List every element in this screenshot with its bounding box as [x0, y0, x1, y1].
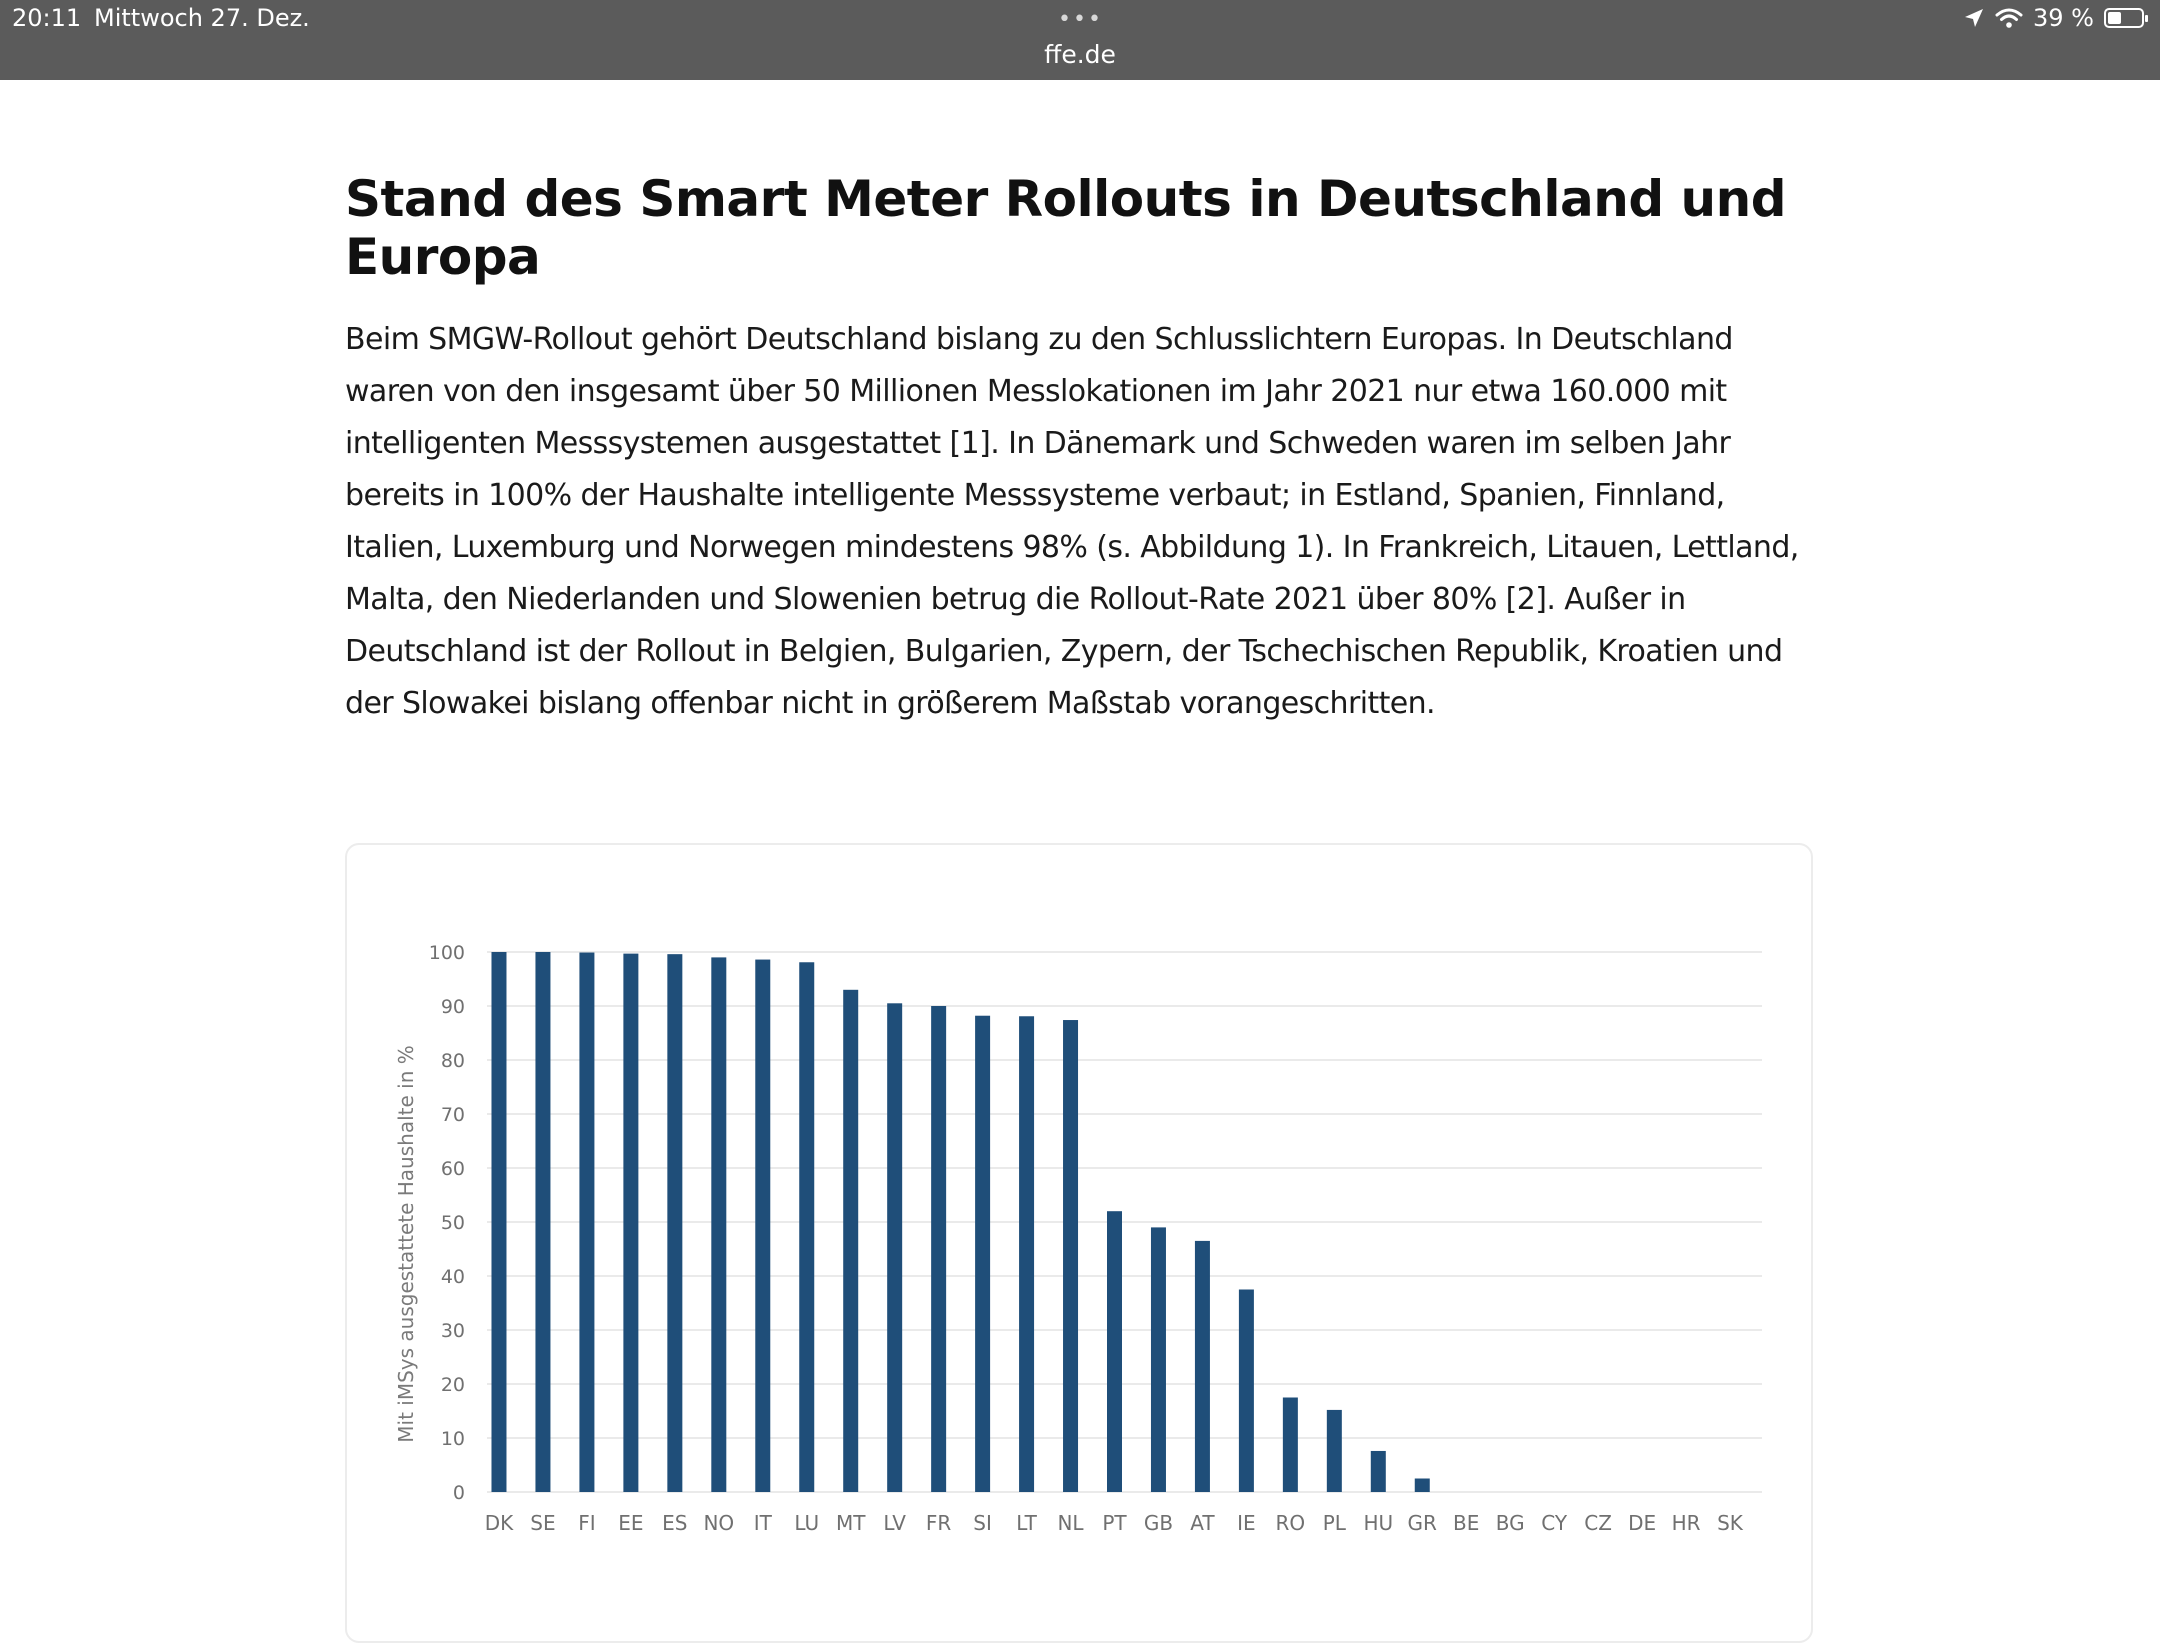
status-time: 20:11 — [12, 4, 82, 32]
wifi-icon — [1995, 8, 2023, 28]
y-tick-label: 0 — [453, 1482, 465, 1504]
x-tick-label: BG — [1496, 1511, 1525, 1535]
bar-no — [711, 957, 727, 1492]
x-tick-label: RO — [1276, 1511, 1306, 1535]
x-tick-label: AT — [1190, 1511, 1215, 1535]
status-indicators: 39 % — [1963, 4, 2148, 32]
status-bar: 20:11 Mittwoch 27. Dez. ••• ffe.de 39 % — [0, 0, 2160, 80]
x-tick-label: CY — [1541, 1511, 1568, 1535]
y-tick-label: 100 — [429, 942, 465, 964]
x-tick-label: LU — [794, 1511, 819, 1535]
bar-pl — [1326, 1409, 1342, 1492]
bar-si — [975, 1015, 991, 1492]
x-tick-label: SK — [1717, 1511, 1744, 1535]
bar-lu — [799, 962, 815, 1492]
y-tick-label: 90 — [441, 996, 465, 1018]
bar-fr — [931, 1006, 947, 1492]
x-tick-label: NO — [703, 1511, 734, 1535]
x-tick-label: IE — [1237, 1511, 1256, 1535]
y-axis-title: Mit iMSys ausgestattete Haushalte in % — [394, 1045, 418, 1442]
x-tick-label: ES — [662, 1511, 687, 1535]
bar-nl — [1063, 1020, 1079, 1492]
url-bar[interactable]: ffe.de — [1044, 40, 1116, 69]
x-tick-label: GR — [1408, 1511, 1437, 1535]
more-dots-icon[interactable]: ••• — [1058, 7, 1103, 32]
x-tick-label: LV — [883, 1511, 906, 1535]
article: Stand des Smart Meter Rollouts in Deutsc… — [345, 170, 1815, 760]
bar-ie — [1238, 1289, 1254, 1492]
y-tick-label: 60 — [441, 1158, 465, 1180]
y-tick-label: 80 — [441, 1050, 465, 1072]
y-tick-label: 30 — [441, 1320, 465, 1342]
bar-lv — [887, 1003, 903, 1492]
x-tick-label: FR — [926, 1511, 952, 1535]
location-arrow-icon — [1965, 9, 1984, 27]
y-tick-label: 70 — [441, 1104, 465, 1126]
x-tick-label: CZ — [1584, 1511, 1612, 1535]
y-tick-label: 20 — [441, 1374, 465, 1396]
x-tick-label: EE — [618, 1511, 643, 1535]
bar-ee — [623, 953, 639, 1492]
chart-card: 0 10 20 30 40 50 60 70 80 90 100 Mit iMSys ausgesta… — [345, 843, 1813, 1643]
status-date: Mittwoch 27. Dez. — [94, 4, 310, 32]
x-tick-label: HU — [1363, 1511, 1393, 1535]
x-tick-label: PL — [1323, 1511, 1347, 1535]
x-tick-label: NL — [1057, 1511, 1084, 1535]
y-tick-label: 10 — [441, 1428, 465, 1450]
article-title: Stand des Smart Meter Rollouts in Deutsc… — [345, 170, 1787, 286]
x-tick-label: LT — [1016, 1511, 1037, 1535]
bar-pt — [1107, 1211, 1122, 1492]
bar-se — [535, 952, 551, 1492]
battery-percent: 39 % — [2033, 4, 2094, 32]
y-tick-label: 50 — [441, 1212, 465, 1234]
bar-gb — [1150, 1227, 1166, 1492]
x-tick-label: SI — [973, 1511, 992, 1535]
x-tick-label: BE — [1453, 1511, 1479, 1535]
bar-hu — [1370, 1450, 1386, 1492]
bar-at — [1194, 1240, 1210, 1492]
x-tick-label: DK — [485, 1511, 514, 1535]
bar-chart: 0 10 20 30 40 50 60 70 80 90 100 Mit iMSys ausgesta… — [394, 942, 1762, 1535]
article-paragraph: Beim SMGW-Rollout gehört Deutschland bis… — [345, 322, 1799, 721]
x-tick-label: MT — [836, 1511, 866, 1535]
bar-gr — [1414, 1478, 1430, 1492]
x-tick-label: SE — [530, 1511, 555, 1535]
bar-ro — [1282, 1397, 1298, 1492]
bar-dk — [491, 952, 507, 1492]
x-tick-label: FI — [578, 1511, 595, 1535]
x-tick-label: IT — [754, 1511, 773, 1535]
x-tick-label: DE — [1628, 1511, 1656, 1535]
battery-icon — [2104, 8, 2148, 28]
y-tick-label: 40 — [441, 1266, 465, 1288]
bar-fi — [579, 952, 595, 1492]
x-tick-label: HR — [1672, 1511, 1701, 1535]
bar-mt — [843, 989, 859, 1492]
bar-it — [755, 959, 771, 1492]
bar-lt — [1019, 1016, 1035, 1492]
x-tick-label: PT — [1102, 1511, 1127, 1535]
x-tick-label: GB — [1144, 1511, 1173, 1535]
bar-es — [667, 954, 683, 1492]
